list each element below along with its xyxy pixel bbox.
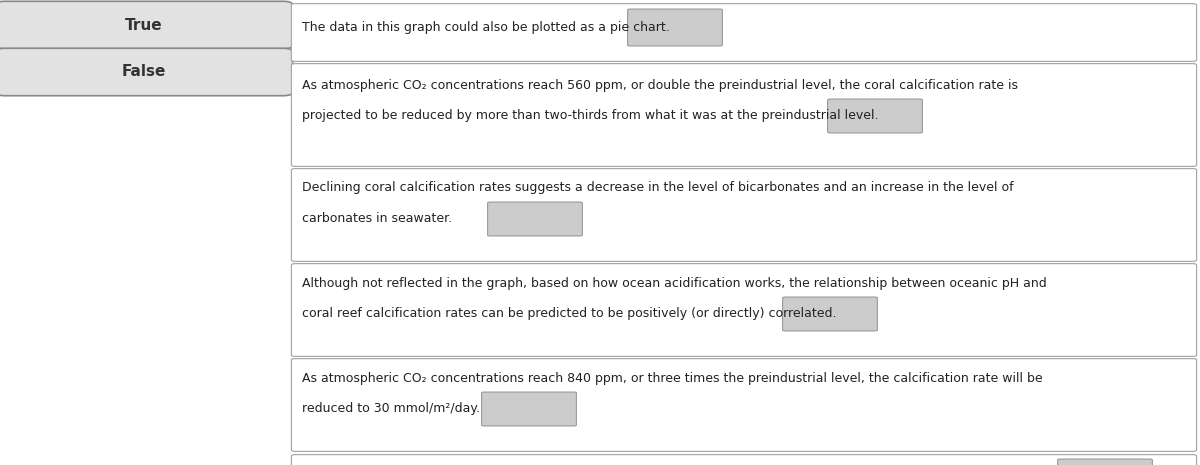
Text: False: False: [122, 65, 166, 80]
Text: Declining coral calcification rates suggests a decrease in the level of bicarbon: Declining coral calcification rates sugg…: [302, 181, 1014, 194]
Text: As atmospheric CO₂ concentrations reach 560 ppm, or double the preindustrial lev: As atmospheric CO₂ concentrations reach …: [302, 79, 1018, 92]
Text: carbonates in seawater.: carbonates in seawater.: [302, 212, 452, 225]
Text: Although not reflected in the graph, based on how ocean acidification works, the: Although not reflected in the graph, bas…: [302, 277, 1046, 290]
Text: coral reef calcification rates can be predicted to be positively (or directly) c: coral reef calcification rates can be pr…: [302, 306, 836, 319]
Text: As atmospheric CO₂ concentrations reach 840 ppm, or three times the preindustria: As atmospheric CO₂ concentrations reach …: [302, 372, 1043, 385]
Text: reduced to 30 mmol/m²/day.: reduced to 30 mmol/m²/day.: [302, 401, 480, 414]
Text: The data in this graph could also be plotted as a pie chart.: The data in this graph could also be plo…: [302, 20, 670, 33]
Text: True: True: [125, 18, 163, 33]
Text: projected to be reduced by more than two-thirds from what it was at the preindus: projected to be reduced by more than two…: [302, 108, 878, 121]
